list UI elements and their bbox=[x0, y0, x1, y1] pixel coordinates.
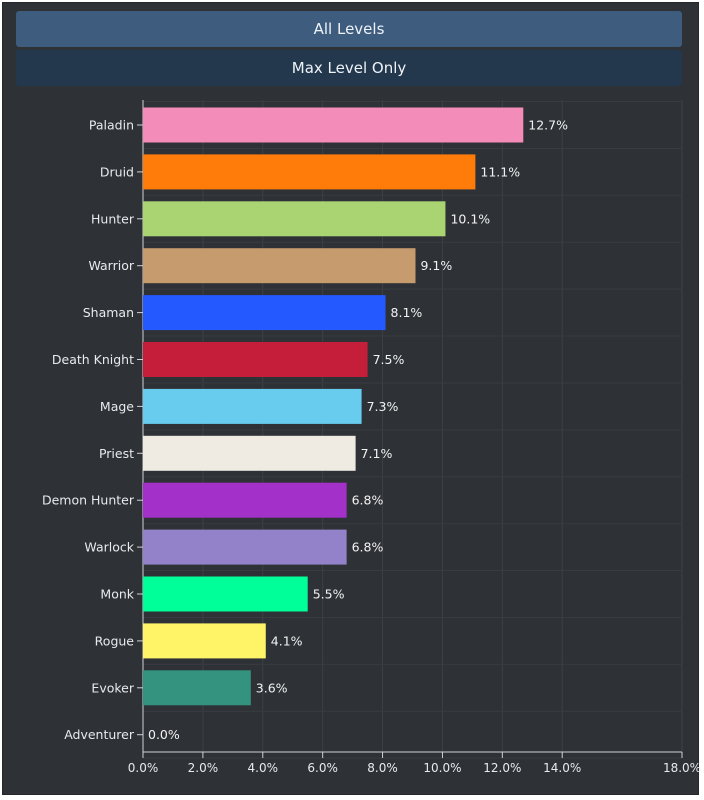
category-label: Warrior bbox=[88, 258, 134, 273]
bar-death-knight[interactable] bbox=[143, 342, 368, 377]
value-label: 7.5% bbox=[373, 352, 405, 367]
x-tick-label: 0.0% bbox=[128, 761, 159, 775]
category-label: Paladin bbox=[89, 118, 134, 133]
category-label: Monk bbox=[100, 587, 134, 602]
value-label: 11.1% bbox=[480, 164, 520, 179]
category-label: Demon Hunter bbox=[42, 493, 135, 508]
value-label: 5.5% bbox=[313, 587, 345, 602]
tab-max-level-only[interactable]: Max Level Only bbox=[16, 50, 682, 86]
category-label: Warlock bbox=[84, 540, 134, 555]
category-label: Mage bbox=[100, 399, 134, 414]
value-label: 10.1% bbox=[450, 211, 490, 226]
category-label: Priest bbox=[99, 446, 134, 461]
bar-warrior[interactable] bbox=[143, 248, 416, 284]
bar-evoker[interactable] bbox=[143, 670, 251, 706]
category-label: Evoker bbox=[91, 680, 134, 695]
value-label: 7.1% bbox=[361, 446, 393, 461]
bar-demon-hunter[interactable] bbox=[143, 482, 347, 518]
bar-rogue[interactable] bbox=[143, 623, 266, 659]
category-label: Druid bbox=[100, 164, 134, 179]
x-tick-label: 4.0% bbox=[248, 761, 279, 775]
category-label: Adventurer bbox=[64, 727, 135, 742]
bar-monk[interactable] bbox=[143, 576, 308, 612]
value-label: 3.6% bbox=[256, 680, 288, 695]
bar-priest[interactable] bbox=[143, 435, 356, 471]
x-tick-label: 10.0% bbox=[423, 761, 461, 775]
bar-warlock[interactable] bbox=[143, 529, 347, 565]
value-label: 7.3% bbox=[367, 399, 399, 414]
x-tick-label: 8.0% bbox=[367, 761, 398, 775]
value-label: 8.1% bbox=[391, 305, 423, 320]
category-label: Hunter bbox=[91, 211, 135, 226]
x-tick-label: 6.0% bbox=[307, 761, 338, 775]
value-label: 4.1% bbox=[271, 633, 303, 648]
x-tick-label: 2.0% bbox=[188, 761, 219, 775]
value-label: 9.1% bbox=[420, 258, 452, 273]
category-label: Death Knight bbox=[52, 352, 134, 367]
x-tick-label: 12.0% bbox=[483, 761, 521, 775]
bar-hunter[interactable] bbox=[143, 201, 446, 237]
bar-paladin[interactable] bbox=[143, 107, 524, 143]
value-label: 0.0% bbox=[148, 727, 180, 742]
bar-mage[interactable] bbox=[143, 388, 362, 424]
tab-all-levels[interactable]: All Levels bbox=[16, 11, 682, 47]
category-label: Shaman bbox=[83, 305, 134, 320]
category-label: Rogue bbox=[95, 633, 135, 648]
value-label: 6.8% bbox=[352, 540, 384, 555]
bar-shaman[interactable] bbox=[143, 295, 386, 331]
bar-druid[interactable] bbox=[143, 154, 476, 190]
x-tick-label: 18.0% bbox=[663, 761, 701, 775]
value-label: 6.8% bbox=[352, 493, 384, 508]
x-tick-label: 14.0% bbox=[543, 761, 581, 775]
value-label: 12.7% bbox=[528, 118, 568, 133]
